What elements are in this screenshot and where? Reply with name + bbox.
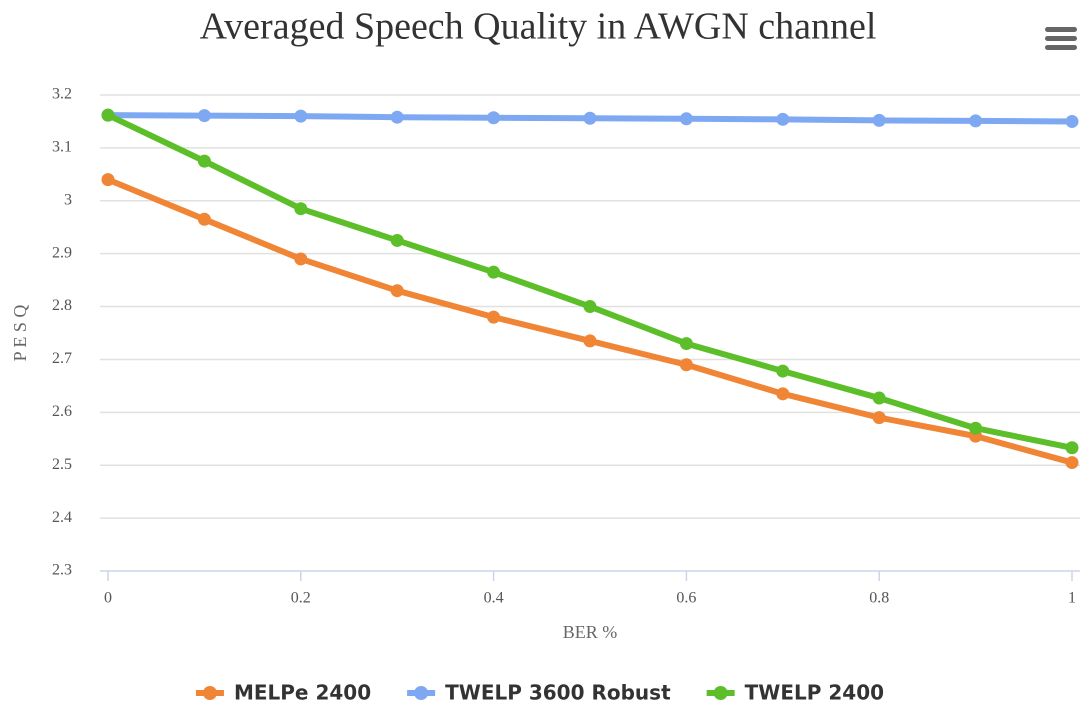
x-tick-label: 0 — [104, 590, 112, 607]
y-tick-label: 2.3 — [52, 562, 72, 579]
series-line — [106, 176, 1073, 466]
data-point — [679, 358, 693, 372]
menu-bar — [1045, 27, 1077, 32]
data-point — [583, 334, 597, 348]
data-point — [101, 108, 115, 122]
chart-title: Averaged Speech Quality in AWGN channel — [200, 6, 877, 48]
data-point — [776, 364, 790, 378]
data-point — [101, 173, 115, 187]
y-tick-label: 2.9 — [52, 244, 72, 261]
data-point — [583, 111, 597, 125]
data-point — [294, 202, 308, 216]
data-point — [487, 265, 501, 279]
data-point — [1065, 441, 1079, 455]
data-point — [390, 233, 404, 247]
legend-symbol-point — [713, 686, 728, 700]
y-tick-label: 3.1 — [52, 139, 72, 156]
data-point — [1065, 114, 1079, 128]
data-point — [969, 421, 983, 435]
legend-symbol-point — [202, 686, 217, 700]
data-point — [776, 112, 790, 126]
data-point — [583, 300, 597, 314]
menu-bar — [1045, 36, 1077, 41]
data-point — [390, 284, 404, 298]
y-tick-label: 2.8 — [52, 297, 72, 314]
y-tick-label: 3.2 — [52, 86, 72, 103]
legend-label: TWELP 2400 — [745, 681, 884, 705]
legend-label: TWELP 3600 Robust — [445, 681, 671, 705]
data-point — [679, 112, 693, 126]
menu-bar — [1045, 45, 1077, 50]
x-tick-label: 1 — [1068, 590, 1076, 607]
y-tick-label: 3 — [64, 191, 72, 208]
x-tick-label: 0.8 — [869, 590, 889, 607]
data-point — [197, 212, 211, 226]
data-point — [872, 411, 886, 425]
legend-item[interactable]: TWELP 3600 Robust — [407, 681, 671, 705]
data-point — [969, 114, 983, 128]
legend-symbol-point — [414, 686, 429, 700]
data-point — [390, 110, 404, 124]
y-axis-title: P E S Q — [10, 305, 30, 362]
legend-item[interactable]: TWELP 2400 — [706, 681, 884, 705]
data-point — [872, 391, 886, 405]
series-line — [106, 112, 1073, 451]
data-point — [679, 337, 693, 351]
data-point — [197, 109, 211, 123]
data-point — [487, 310, 501, 324]
x-tick-label: 0.2 — [291, 590, 311, 607]
menu-button[interactable] — [1045, 27, 1077, 50]
data-point — [1065, 456, 1079, 470]
y-tick-label: 2.6 — [52, 403, 72, 420]
x-axis-title: BER % — [563, 622, 618, 642]
x-tick-label: 0.4 — [484, 590, 504, 607]
y-tick-label: 2.4 — [52, 509, 72, 526]
y-tick-label: 2.7 — [52, 350, 72, 367]
data-point — [294, 252, 308, 266]
y-tick-label: 2.5 — [52, 456, 72, 473]
data-point — [294, 109, 308, 123]
legend-label: MELPe 2400 — [234, 681, 371, 705]
data-point — [197, 154, 211, 168]
data-point — [776, 387, 790, 401]
data-point — [872, 113, 886, 127]
legend-item[interactable]: MELPe 2400 — [195, 681, 371, 705]
x-tick-label: 0.6 — [676, 590, 696, 607]
data-point — [487, 111, 501, 125]
